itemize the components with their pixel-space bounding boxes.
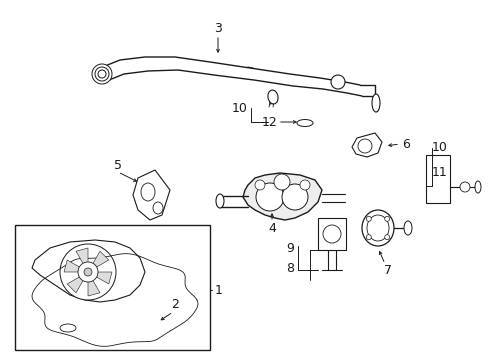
Ellipse shape	[371, 94, 379, 112]
Polygon shape	[90, 251, 108, 268]
Text: 4: 4	[267, 221, 275, 234]
Text: 7: 7	[383, 264, 391, 276]
Polygon shape	[88, 276, 100, 296]
Ellipse shape	[403, 221, 411, 235]
Ellipse shape	[267, 90, 278, 104]
Circle shape	[254, 180, 264, 190]
Text: 10: 10	[232, 102, 247, 114]
Ellipse shape	[296, 120, 312, 126]
Circle shape	[282, 184, 307, 210]
Ellipse shape	[141, 183, 155, 201]
Text: 5: 5	[114, 158, 122, 171]
Circle shape	[60, 244, 116, 300]
Circle shape	[98, 70, 106, 78]
Text: 1: 1	[215, 284, 223, 297]
Ellipse shape	[60, 324, 76, 332]
Text: 8: 8	[285, 261, 293, 274]
Circle shape	[273, 174, 289, 190]
Text: 6: 6	[401, 138, 409, 150]
Text: 3: 3	[214, 22, 222, 35]
Circle shape	[366, 235, 370, 240]
Ellipse shape	[216, 194, 224, 208]
Bar	[15, 225, 209, 350]
Polygon shape	[351, 133, 381, 157]
Circle shape	[78, 262, 98, 282]
Circle shape	[323, 225, 340, 243]
Ellipse shape	[366, 215, 388, 241]
Circle shape	[330, 75, 345, 89]
Circle shape	[299, 180, 309, 190]
Polygon shape	[243, 173, 321, 220]
Ellipse shape	[361, 210, 393, 246]
Text: 9: 9	[285, 242, 293, 255]
Polygon shape	[67, 276, 85, 293]
Ellipse shape	[153, 202, 163, 214]
Text: 2: 2	[171, 298, 179, 311]
Circle shape	[84, 268, 92, 276]
Circle shape	[384, 216, 389, 221]
Polygon shape	[64, 260, 83, 272]
Bar	[317, 218, 346, 250]
Bar	[425, 155, 449, 203]
Polygon shape	[76, 248, 88, 268]
Circle shape	[95, 67, 109, 81]
Polygon shape	[32, 240, 145, 302]
Ellipse shape	[474, 181, 480, 193]
Text: 11: 11	[431, 166, 447, 179]
Circle shape	[256, 183, 284, 211]
Circle shape	[366, 216, 370, 221]
Polygon shape	[133, 170, 170, 220]
Circle shape	[357, 139, 371, 153]
Text: 12: 12	[262, 116, 277, 129]
Circle shape	[92, 64, 112, 84]
Text: 10: 10	[431, 140, 447, 153]
Circle shape	[384, 235, 389, 240]
Polygon shape	[93, 272, 112, 284]
Circle shape	[459, 182, 469, 192]
